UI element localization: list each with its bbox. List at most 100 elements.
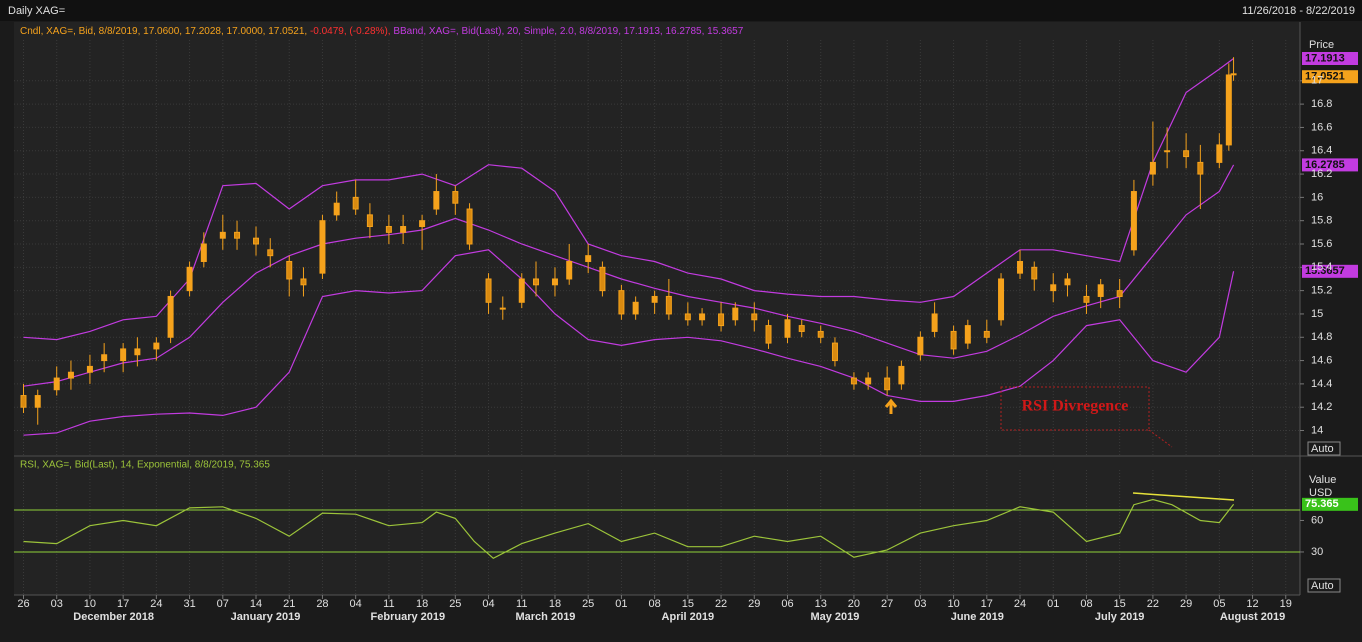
y-tick-label: 16.8 — [1311, 98, 1332, 110]
x-tick-label: 22 — [1147, 598, 1159, 610]
x-tick-label: 17 — [981, 598, 993, 610]
candle-body — [1225, 74, 1232, 146]
x-tick-label: 01 — [1047, 598, 1059, 610]
value-tag-label: 17.0521 — [1305, 71, 1345, 83]
candle-body — [1017, 260, 1024, 274]
candle-body — [1164, 150, 1171, 153]
value-tag — [1302, 70, 1358, 84]
change-legend: -0.0479, (-0.28%), — [310, 26, 391, 37]
candle-body — [1230, 73, 1237, 76]
auto-box — [1307, 578, 1341, 593]
candle-legend: Cndl, XAG=, Bid, 8/8/2019, 17.0600, 17.2… — [20, 26, 307, 37]
candle-body — [798, 325, 805, 332]
month-label: March 2019 — [516, 611, 576, 623]
x-tick-label: 20 — [848, 598, 860, 610]
candle-body — [699, 313, 706, 321]
candle-body — [34, 395, 41, 408]
x-tick-label: 12 — [1246, 598, 1258, 610]
candle-body — [950, 330, 957, 350]
x-tick-label: 04 — [482, 598, 494, 610]
y-tick-label: 16 — [1311, 191, 1323, 203]
month-label: December 2018 — [73, 611, 154, 623]
x-tick-label: 15 — [1114, 598, 1126, 610]
x-tick-label: 07 — [217, 598, 229, 610]
candle-body — [865, 377, 872, 385]
candle-body — [1097, 284, 1104, 297]
value-tag-label: 15.3657 — [1305, 265, 1345, 277]
candle-body — [1183, 150, 1190, 158]
x-tick-label: 06 — [781, 598, 793, 610]
candle-body — [1116, 290, 1123, 297]
y-tick-label: 15 — [1311, 308, 1323, 320]
candle-body — [219, 231, 226, 239]
month-label: July 2019 — [1095, 611, 1145, 623]
x-tick-label: 26 — [17, 598, 29, 610]
x-tick-label: 27 — [881, 598, 893, 610]
y-tick-label: 14.4 — [1311, 378, 1332, 390]
candle-body — [366, 214, 373, 228]
candle-body — [718, 313, 725, 327]
candle-body — [433, 191, 440, 210]
candle-body — [1064, 278, 1071, 286]
x-tick-label: 17 — [117, 598, 129, 610]
header-title: Daily XAG= — [8, 5, 65, 17]
candle-body — [419, 220, 426, 228]
y-tick-label: 15.8 — [1311, 215, 1332, 227]
band-legend: BBand, XAG=, Bid(Last), 20, Simple, 2.0,… — [393, 26, 743, 37]
month-label: February 2019 — [371, 611, 446, 623]
value-tag — [1302, 52, 1358, 66]
candle-body — [917, 336, 924, 356]
candle-body — [551, 278, 558, 286]
candle-body — [518, 278, 525, 303]
x-tick-label: 13 — [815, 598, 827, 610]
candle-body — [86, 365, 93, 373]
price-legend: Cndl, XAG=, Bid, 8/8/2019, 17.0600, 17.2… — [20, 26, 744, 37]
candle-body — [751, 313, 758, 321]
x-tick-label: 18 — [416, 598, 428, 610]
x-tick-label: 10 — [84, 598, 96, 610]
value-tag-label: 75.365 — [1305, 498, 1339, 510]
rsi-legend: RSI, XAG=, Bid(Last), 14, Exponential, 8… — [20, 460, 270, 471]
candle-body — [267, 249, 274, 257]
x-tick-label: 18 — [549, 598, 561, 610]
candle-body — [53, 377, 60, 391]
candle-body — [67, 371, 74, 379]
candle-body — [964, 325, 971, 344]
candle-body — [1083, 295, 1090, 303]
y-tick-label: 15.2 — [1311, 285, 1332, 297]
candle-body — [286, 260, 293, 280]
candle-body — [253, 237, 260, 245]
y-tick-label: 16.6 — [1311, 121, 1332, 133]
candle-body — [186, 266, 193, 292]
candle-body — [884, 377, 891, 391]
y-axis-label: Value — [1309, 474, 1336, 486]
candle-body — [1216, 144, 1223, 163]
rsi-panel — [14, 457, 1300, 595]
candle-body — [898, 365, 905, 385]
x-tick-label: 29 — [1180, 598, 1192, 610]
x-tick-label: 19 — [1280, 598, 1292, 610]
y-tick-label: 14.8 — [1311, 331, 1332, 343]
candle-body — [850, 377, 857, 385]
price-panel — [14, 22, 1300, 455]
month-label: June 2019 — [951, 611, 1004, 623]
candle-body — [1130, 191, 1137, 251]
candle-body — [167, 295, 174, 338]
y-tick-label: 16.2 — [1311, 168, 1332, 180]
value-tag — [1302, 497, 1358, 511]
candle-body — [632, 301, 639, 315]
x-tick-label: 21 — [283, 598, 295, 610]
y-axis-unit: USD — [1309, 487, 1332, 499]
x-tick-label: 28 — [316, 598, 328, 610]
annotation-box — [1000, 386, 1150, 431]
x-tick-label: 24 — [150, 598, 162, 610]
x-tick-label: 08 — [1080, 598, 1092, 610]
candle-body — [732, 307, 739, 321]
x-tick-label: 03 — [914, 598, 926, 610]
x-tick-label: 11 — [383, 598, 394, 610]
candle-body — [499, 307, 506, 310]
band-lower — [23, 249, 1235, 436]
month-label: August 2019 — [1220, 611, 1285, 623]
